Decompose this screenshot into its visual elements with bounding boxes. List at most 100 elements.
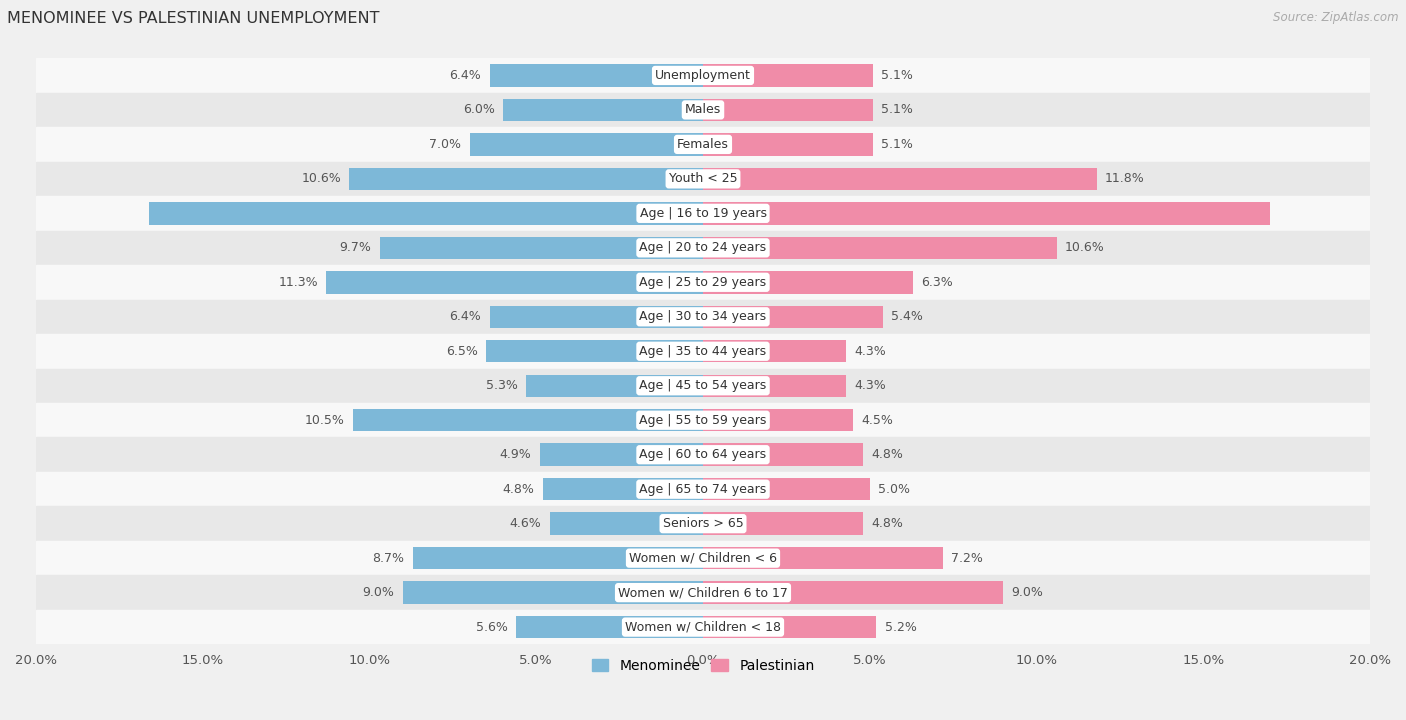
Text: 4.8%: 4.8% [503,482,534,495]
Bar [37,196,1369,230]
Text: 5.4%: 5.4% [891,310,924,323]
Text: 7.0%: 7.0% [429,138,461,151]
Bar [703,547,943,570]
Text: Source: ZipAtlas.com: Source: ZipAtlas.com [1274,11,1399,24]
Bar [703,444,863,466]
Bar [703,305,883,328]
Text: Age | 35 to 44 years: Age | 35 to 44 years [640,345,766,358]
Text: 4.3%: 4.3% [855,345,887,358]
Bar [37,541,1369,575]
Text: Age | 65 to 74 years: Age | 65 to 74 years [640,482,766,495]
Text: 10.6%: 10.6% [1064,241,1105,254]
Bar [489,305,703,328]
Text: Seniors > 65: Seniors > 65 [662,517,744,530]
Text: 6.4%: 6.4% [450,310,481,323]
Bar [413,547,703,570]
Bar [703,271,912,294]
Text: 11.8%: 11.8% [1105,172,1144,185]
Text: 10.6%: 10.6% [301,172,342,185]
Text: Age | 25 to 29 years: Age | 25 to 29 years [640,276,766,289]
Text: Unemployment: Unemployment [655,69,751,82]
Bar [37,161,1369,196]
Bar [149,202,703,225]
Text: 4.5%: 4.5% [862,414,893,427]
Bar [703,237,1056,259]
Bar [516,616,703,639]
Bar [37,610,1369,644]
Bar [404,582,703,604]
Text: 5.1%: 5.1% [882,69,914,82]
Text: Youth < 25: Youth < 25 [669,172,737,185]
Bar [703,168,1097,190]
Bar [703,409,853,431]
Bar [37,93,1369,127]
Text: Age | 16 to 19 years: Age | 16 to 19 years [640,207,766,220]
Bar [489,64,703,86]
Bar [470,133,703,156]
Bar [350,168,703,190]
Bar [703,616,876,639]
Bar [37,300,1369,334]
Bar [550,513,703,535]
Text: 6.3%: 6.3% [921,276,953,289]
Bar [703,340,846,362]
Text: 6.4%: 6.4% [450,69,481,82]
Text: Age | 20 to 24 years: Age | 20 to 24 years [640,241,766,254]
Text: Age | 45 to 54 years: Age | 45 to 54 years [640,379,766,392]
Text: 4.8%: 4.8% [872,517,903,530]
Text: 5.3%: 5.3% [486,379,517,392]
Text: 5.1%: 5.1% [882,138,914,151]
Text: 17.0%: 17.0% [716,207,759,220]
Bar [37,575,1369,610]
Text: 11.3%: 11.3% [278,276,318,289]
Bar [540,444,703,466]
Bar [703,513,863,535]
Bar [703,582,1002,604]
Text: Women w/ Children < 18: Women w/ Children < 18 [626,621,780,634]
Text: 4.3%: 4.3% [855,379,887,392]
Text: 6.0%: 6.0% [463,104,495,117]
Bar [703,133,873,156]
Text: 4.8%: 4.8% [872,449,903,462]
Text: 16.6%: 16.6% [647,207,690,220]
Text: Age | 60 to 64 years: Age | 60 to 64 years [640,449,766,462]
Bar [353,409,703,431]
Text: 5.0%: 5.0% [879,482,910,495]
Text: 4.6%: 4.6% [509,517,541,530]
Bar [703,202,1270,225]
Text: 10.5%: 10.5% [305,414,344,427]
Text: 7.2%: 7.2% [952,552,983,564]
Bar [703,99,873,121]
Text: Females: Females [678,138,728,151]
Text: 8.7%: 8.7% [373,552,405,564]
Bar [326,271,703,294]
Text: 4.9%: 4.9% [499,449,531,462]
Text: 9.0%: 9.0% [1011,586,1043,599]
Bar [37,472,1369,506]
Bar [37,58,1369,93]
Text: Women w/ Children 6 to 17: Women w/ Children 6 to 17 [619,586,787,599]
Bar [380,237,703,259]
Bar [37,127,1369,161]
Text: 5.2%: 5.2% [884,621,917,634]
Bar [37,230,1369,265]
Bar [37,403,1369,438]
Bar [37,265,1369,300]
Bar [37,438,1369,472]
Bar [37,506,1369,541]
Bar [503,99,703,121]
Bar [703,478,870,500]
Text: MENOMINEE VS PALESTINIAN UNEMPLOYMENT: MENOMINEE VS PALESTINIAN UNEMPLOYMENT [7,11,380,26]
Bar [543,478,703,500]
Bar [37,369,1369,403]
Text: Women w/ Children < 6: Women w/ Children < 6 [628,552,778,564]
Bar [703,64,873,86]
Text: Males: Males [685,104,721,117]
Text: 5.1%: 5.1% [882,104,914,117]
Text: 6.5%: 6.5% [446,345,478,358]
Bar [526,374,703,397]
Text: 9.7%: 9.7% [339,241,371,254]
Text: Age | 30 to 34 years: Age | 30 to 34 years [640,310,766,323]
Text: Age | 55 to 59 years: Age | 55 to 59 years [640,414,766,427]
Bar [486,340,703,362]
